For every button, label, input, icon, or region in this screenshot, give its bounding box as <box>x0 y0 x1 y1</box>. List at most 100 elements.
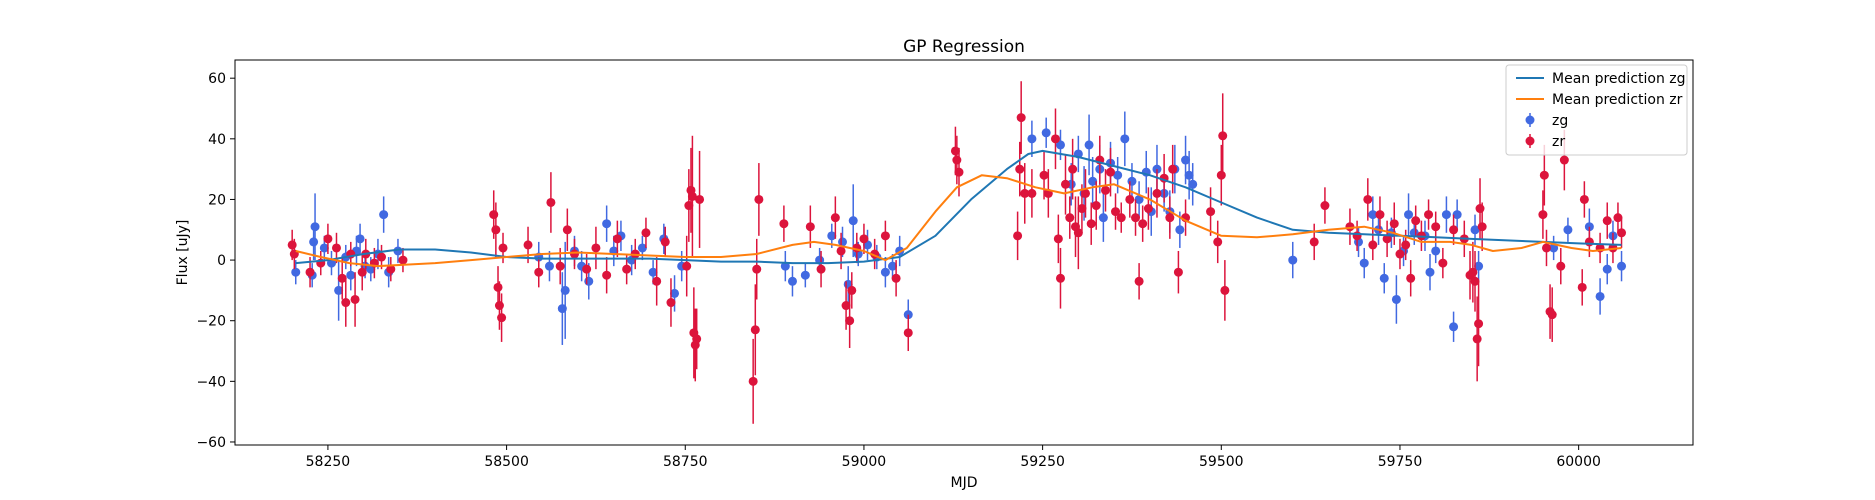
data-point <box>1472 334 1482 344</box>
data-point <box>816 264 826 274</box>
x-tick-label: 60000 <box>1556 454 1601 470</box>
data-point <box>1060 179 1070 189</box>
y-axis-ticks: −60 −40 −20 0 20 40 60 <box>196 71 235 451</box>
data-point <box>331 243 341 253</box>
data-point <box>1602 264 1612 274</box>
data-point <box>1152 188 1162 198</box>
data-point <box>1116 213 1126 223</box>
y-tick-label: 0 <box>217 253 226 269</box>
data-point <box>652 276 662 286</box>
data-point <box>670 288 680 298</box>
data-point <box>357 267 367 277</box>
data-point <box>1106 167 1116 177</box>
data-point <box>1101 185 1111 195</box>
data-point <box>1020 188 1030 198</box>
data-point <box>1549 243 1559 253</box>
data-point <box>750 325 760 335</box>
data-point <box>1559 155 1569 165</box>
data-point <box>1175 225 1185 235</box>
y-axis-label: Flux [uJy] <box>175 220 191 286</box>
data-point <box>555 261 565 271</box>
data-point <box>398 255 408 265</box>
data-point <box>637 243 647 253</box>
x-tick-label: 58750 <box>663 454 708 470</box>
legend-label: Mean prediction zr <box>1552 92 1683 108</box>
legend-label: zg <box>1552 113 1568 129</box>
data-point <box>1547 310 1557 320</box>
data-point <box>1368 210 1378 220</box>
data-point <box>1449 225 1459 235</box>
data-point <box>1016 113 1026 123</box>
data-point <box>1098 213 1108 223</box>
data-point <box>1613 213 1623 223</box>
data-point <box>1309 237 1319 247</box>
data-point <box>1424 210 1434 220</box>
chart-title: GP Regression <box>903 37 1025 57</box>
data-point <box>752 264 762 274</box>
data-point <box>337 273 347 283</box>
data-point <box>1184 170 1194 180</box>
legend: Mean prediction zg Mean prediction zr zg zr <box>1505 64 1688 156</box>
data-point <box>954 167 964 177</box>
data-point <box>1617 261 1627 271</box>
data-point <box>1401 240 1411 250</box>
x-tick-label: 58250 <box>306 454 351 470</box>
data-point <box>1220 285 1230 295</box>
series-zg <box>291 111 1627 345</box>
data-point <box>695 194 705 204</box>
data-point <box>498 243 508 253</box>
data-point <box>880 267 890 277</box>
data-point <box>534 267 544 277</box>
data-point <box>950 146 960 156</box>
data-point <box>891 273 901 283</box>
data-point <box>1363 194 1373 204</box>
data-point <box>1379 273 1389 283</box>
data-point <box>1015 164 1025 174</box>
data-point <box>888 261 898 271</box>
data-point <box>379 210 389 220</box>
data-point <box>1359 258 1369 268</box>
data-point <box>1352 231 1362 241</box>
data-point <box>1411 216 1421 226</box>
data-point <box>1027 134 1037 144</box>
data-point <box>660 237 670 247</box>
data-point <box>1563 225 1573 235</box>
data-point <box>1474 319 1484 329</box>
data-point <box>562 225 572 235</box>
data-point <box>1477 222 1487 232</box>
data-point <box>1216 170 1226 180</box>
x-tick-label: 58500 <box>484 454 529 470</box>
data-point <box>1288 255 1298 265</box>
data-point <box>1602 216 1612 226</box>
data-point <box>1206 207 1216 217</box>
data-point <box>836 246 846 256</box>
x-axis-ticks: 58250 58500 58750 59000 59250 59500 59750 60000 <box>306 445 1601 470</box>
data-point <box>491 225 501 235</box>
data-point <box>1055 273 1065 283</box>
series-line <box>295 149 1622 265</box>
data-point <box>1474 261 1484 271</box>
legend-box <box>1505 64 1688 156</box>
plot-content <box>287 81 1627 424</box>
data-point <box>560 285 570 295</box>
data-point <box>1088 176 1098 186</box>
y-tick-label: −20 <box>196 314 226 330</box>
data-point <box>1055 140 1065 150</box>
data-point <box>1027 188 1037 198</box>
x-tick-label: 59500 <box>1199 454 1244 470</box>
data-point <box>1218 131 1228 141</box>
data-point <box>386 264 396 274</box>
data-point <box>903 328 913 338</box>
data-point <box>1539 170 1549 180</box>
x-tick-label: 59750 <box>1378 454 1423 470</box>
data-point <box>1013 231 1023 241</box>
data-point <box>544 261 554 271</box>
data-point <box>377 252 387 262</box>
data-point <box>523 240 533 250</box>
data-point <box>1213 237 1223 247</box>
data-point <box>493 282 503 292</box>
data-point <box>800 270 810 280</box>
data-point <box>1039 170 1049 180</box>
data-point <box>569 249 579 259</box>
